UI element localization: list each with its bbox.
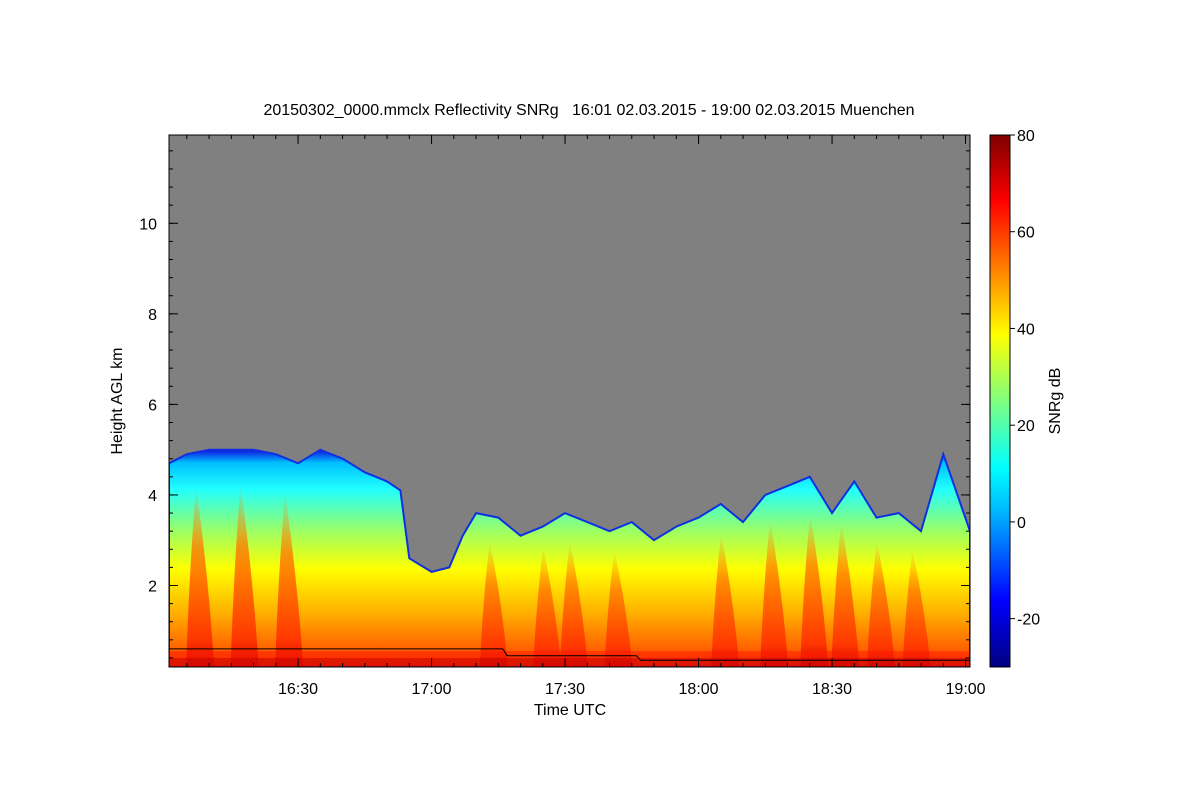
y-axis-ticks: 2 4 6 8 10 [139,150,970,659]
fall-streak-column [275,492,304,667]
x-tick-label: 18:30 [812,681,852,698]
ground-return-core [169,657,970,667]
x-tick-label: 19:00 [946,681,986,698]
fall-streak-column [867,540,895,667]
x-tick-label: 16:30 [278,681,318,698]
plot-frame [168,134,971,668]
melting-layer-line [169,648,970,661]
y-tick-label: 2 [148,579,157,596]
cloud-edge [169,448,970,667]
colorbar-tick-label: 40 [1017,321,1035,338]
x-axis-ticks: 16:30 17:00 17:30 18:00 18:30 19:00 [186,135,986,698]
fall-streak-column [186,485,215,667]
fall-streak-column [902,549,931,667]
x-tick-label: 17:30 [545,681,585,698]
colorbar-ticks: -20 0 20 40 60 80 [1010,128,1040,629]
y-tick-label: 6 [148,397,157,414]
colorbar-tick-label: 0 [1017,515,1026,532]
fall-streak-column [711,532,740,667]
colorbar-tick-label: -20 [1017,612,1040,629]
fall-streak-column [800,512,829,667]
x-tick-label: 18:00 [679,681,719,698]
colorbar-tick-label: 20 [1017,418,1035,435]
reflectivity-field [169,448,970,667]
fall-streak-column [760,519,789,667]
x-axis-label: Time UTC [534,702,606,719]
colorbar [989,134,1011,668]
colorbar-tick-label: 60 [1017,225,1035,242]
y-axis-label: Height AGL km [109,347,126,454]
colorbar-label: SNRg dB [1047,368,1064,435]
y-tick-label: 8 [148,307,157,324]
colorbar-tick-label: 80 [1017,128,1035,145]
fall-streak-column [479,540,508,667]
y-tick-label: 10 [139,216,157,233]
fall-streak-column [831,521,860,667]
x-tick-label: 17:00 [412,681,452,698]
fall-streak-column [604,549,633,667]
y-tick-label: 4 [148,488,157,505]
fall-streak-column [533,546,562,667]
fall-streak-column [230,483,259,667]
fall-streak-column [559,540,588,667]
chart-title: 20150302_0000.mmclx Reflectivity SNRg 16… [263,102,914,119]
